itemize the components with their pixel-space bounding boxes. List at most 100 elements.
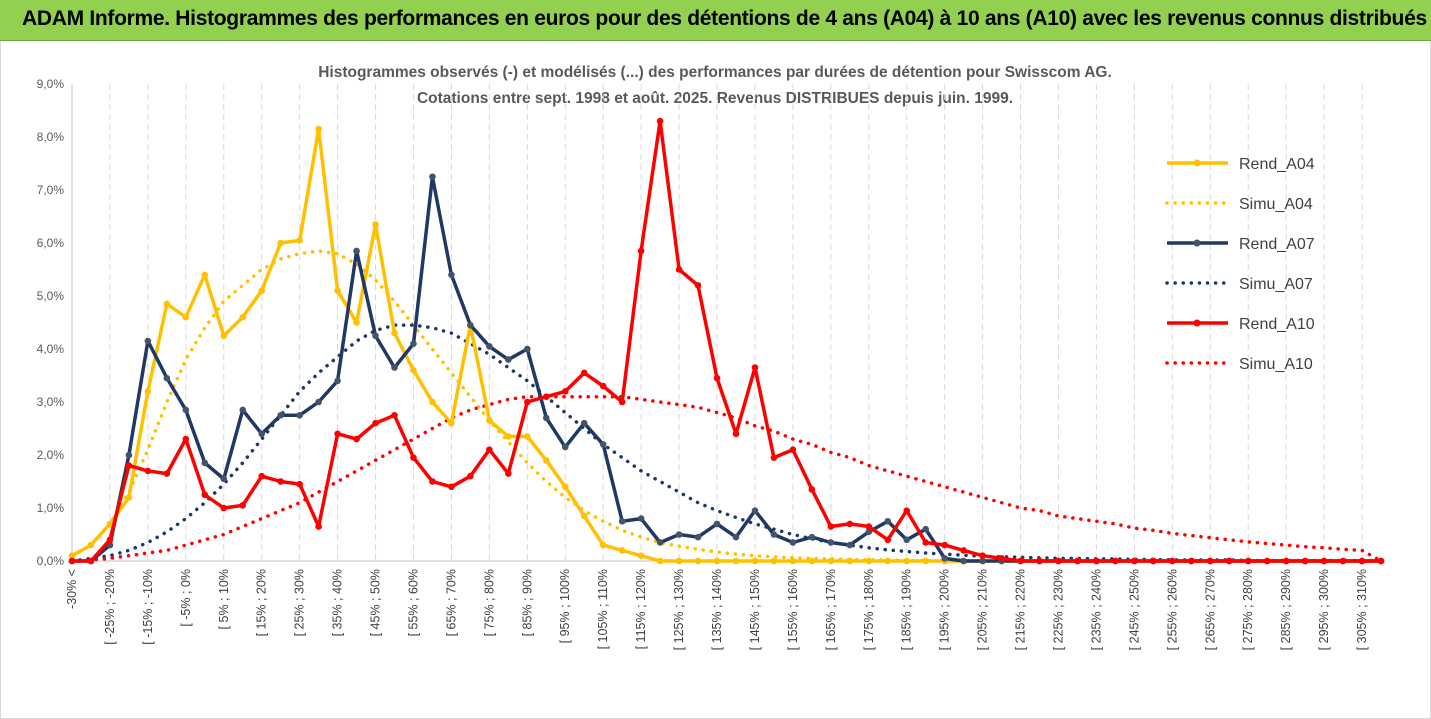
data-point-Rend_A07	[467, 321, 474, 329]
data-point-Rend_A04	[770, 557, 778, 565]
y-tick-label: 9,0%	[37, 77, 65, 91]
data-point-Rend_A07	[561, 443, 569, 451]
data-point-Rend_A10	[277, 478, 284, 485]
data-point-Rend_A10	[789, 446, 797, 454]
data-point-Rend_A07	[827, 539, 835, 546]
data-point-Rend_A07	[922, 525, 929, 533]
data-point-Rend_A07	[960, 557, 967, 565]
y-tick-label: 6,0%	[37, 236, 65, 250]
data-point-Rend_A10	[713, 374, 721, 382]
legend-label: Simu_A10	[1239, 356, 1313, 373]
x-tick-label: [ 175% ; 180%	[862, 569, 876, 650]
x-tick-label: [ 305% ; 310%	[1355, 569, 1369, 650]
data-point-Rend_A10	[87, 557, 95, 565]
data-point-Rend_A10	[353, 435, 360, 443]
data-point-Rend_A10	[1225, 557, 1233, 565]
data-point-Rend_A10	[106, 536, 114, 544]
data-point-Rend_A07	[372, 332, 379, 340]
data-point-Rend_A10	[1074, 557, 1081, 565]
data-point-Rend_A04	[277, 239, 284, 247]
report-title: ADAM Informe. Histogrammes des performan…	[22, 7, 1427, 30]
data-point-Rend_A10	[998, 555, 1005, 562]
data-point-Rend_A04	[448, 419, 455, 427]
data-point-Rend_A10	[334, 430, 341, 438]
data-point-Rend_A04	[372, 221, 379, 228]
data-point-Rend_A10	[1206, 557, 1214, 565]
x-tick-label: [ 85% ; 90%	[520, 569, 534, 636]
data-point-Rend_A10	[448, 483, 455, 491]
series-line-Simu_A07	[70, 323, 1383, 563]
data-point-Rend_A10	[372, 419, 379, 427]
x-tick-label: [ 145% ; 150%	[748, 569, 762, 650]
data-point-Rend_A10	[1017, 557, 1024, 565]
data-point-Rend_A04	[618, 547, 626, 554]
data-point-Rend_A07	[732, 533, 740, 541]
data-point-Rend_A07	[618, 517, 626, 525]
data-point-Rend_A07	[713, 520, 721, 528]
data-point-Rend_A04	[68, 552, 76, 559]
data-point-Rend_A10	[1093, 557, 1100, 565]
data-point-Rend_A07	[884, 517, 892, 525]
data-point-Rend_A10	[1150, 557, 1157, 565]
data-point-Rend_A07	[239, 406, 247, 414]
x-tick-label: -30% <	[65, 569, 79, 609]
data-point-Rend_A10	[941, 541, 948, 549]
data-point-Rend_A07	[220, 475, 228, 483]
data-point-Rend_A04	[713, 557, 721, 565]
data-point-Rend_A04	[106, 520, 114, 528]
x-tick-label: [ 115% ; 120%	[634, 569, 648, 649]
data-point-Rend_A07	[979, 557, 986, 565]
data-point-Rend_A10	[144, 467, 152, 475]
data-point-Rend_A10	[315, 523, 322, 530]
data-point-Rend_A04	[922, 557, 929, 565]
data-point-Rend_A04	[391, 329, 398, 337]
data-point-Rend_A10	[1339, 557, 1347, 565]
x-tick-label: [ 225% ; 230%	[1051, 569, 1065, 650]
data-point-Rend_A04	[258, 287, 266, 295]
x-tick-label: [ -15% ; -10%	[141, 569, 155, 645]
data-point-Rend_A04	[542, 457, 550, 464]
data-point-Rend_A04	[751, 557, 759, 565]
data-point-Rend_A07	[599, 441, 607, 448]
legend-marker	[1193, 239, 1201, 247]
data-point-Rend_A07	[182, 406, 190, 414]
data-point-Rend_A04	[429, 398, 436, 406]
data-point-Rend_A04	[561, 483, 569, 491]
x-tick-label: [ 55% ; 60%	[406, 569, 420, 636]
x-tick-label: [ 95% ; 100%	[558, 569, 572, 643]
data-point-Rend_A10	[410, 454, 417, 461]
data-point-Rend_A10	[865, 523, 873, 530]
data-point-Rend_A04	[201, 271, 209, 279]
data-point-Rend_A10	[770, 454, 778, 461]
data-point-Rend_A10	[505, 470, 512, 477]
legend-label: Rend_A10	[1239, 316, 1315, 333]
data-point-Rend_A10	[1244, 557, 1252, 565]
data-point-Rend_A10	[732, 430, 740, 438]
data-point-Rend_A07	[524, 345, 531, 353]
data-point-Rend_A04	[220, 332, 228, 340]
data-point-Rend_A04	[486, 417, 493, 424]
data-point-Rend_A10	[296, 480, 303, 488]
series-line-Rend_A04	[71, 127, 1381, 563]
series-line-Simu_A10	[70, 394, 1383, 563]
data-point-Rend_A07	[201, 459, 209, 467]
data-point-Rend_A07	[448, 271, 455, 279]
data-point-Rend_A07	[694, 533, 702, 541]
data-point-Rend_A10	[580, 369, 588, 377]
data-point-Rend_A04	[334, 287, 341, 295]
data-point-Rend_A04	[865, 557, 873, 565]
x-tick-label: [ 15% ; 20%	[255, 569, 269, 636]
data-point-Rend_A10	[1301, 557, 1309, 565]
report-banner: ADAM Informe. Histogrammes des performan…	[0, 0, 1431, 41]
data-point-Rend_A04	[524, 433, 531, 440]
x-tick-label: [ 255% ; 260%	[1165, 569, 1179, 650]
data-point-Rend_A04	[125, 494, 133, 501]
legend-marker	[1193, 159, 1201, 167]
x-tick-label: [ 195% ; 200%	[938, 569, 952, 650]
legend-marker	[1193, 319, 1201, 327]
data-point-Rend_A10	[599, 382, 607, 390]
data-point-Rend_A10	[1112, 557, 1119, 565]
data-point-Rend_A07	[277, 411, 284, 419]
data-point-Rend_A04	[808, 557, 816, 565]
data-point-Rend_A07	[429, 173, 436, 181]
